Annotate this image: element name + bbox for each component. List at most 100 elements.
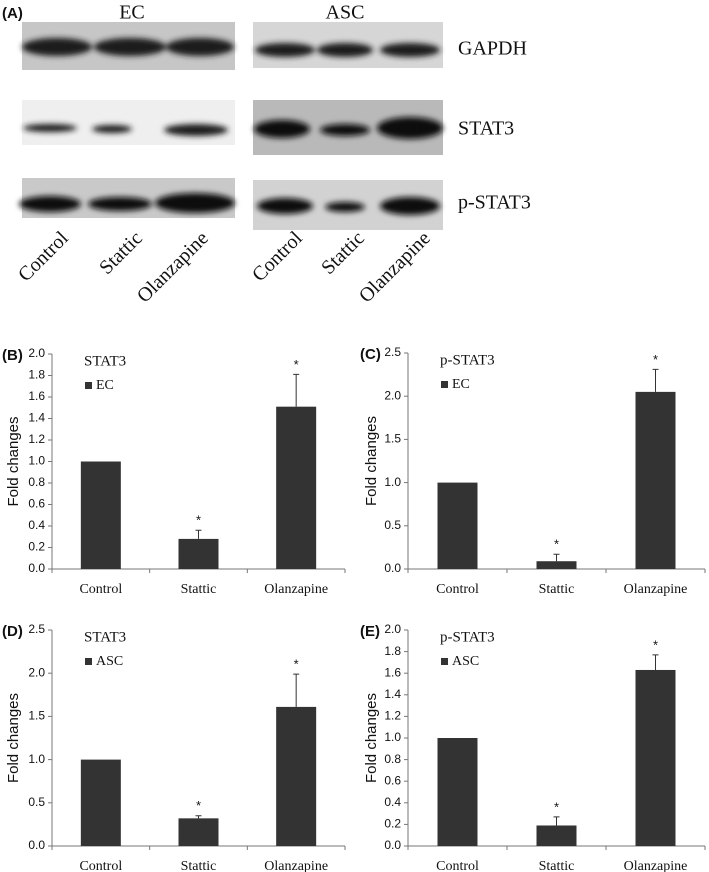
legend-label: ASC: [452, 654, 479, 669]
significance-label: *: [554, 537, 559, 552]
blot-asc: [253, 22, 443, 230]
band: [325, 202, 365, 212]
y-axis-label: Fold changes: [5, 416, 22, 506]
significance-label: *: [294, 357, 299, 372]
y-tick-label: 1.2: [384, 709, 401, 723]
error-bar: [553, 553, 560, 562]
y-tick-label: 1.0: [384, 475, 401, 489]
lane-label: Olanzapine: [355, 227, 435, 307]
band: [257, 198, 313, 214]
y-tick-label: 1.4: [384, 687, 401, 701]
y-tick-label: 0.4: [384, 795, 401, 809]
significance-label: *: [554, 799, 559, 814]
bar: [536, 825, 577, 846]
bar: [536, 561, 577, 569]
protein-label: GAPDH: [458, 38, 527, 60]
y-tick-label: 0.2: [28, 540, 45, 554]
band: [166, 38, 234, 56]
y-tick-label: 0.5: [28, 795, 45, 809]
band: [380, 197, 440, 215]
error-bar: [195, 529, 202, 539]
group-label: EC: [119, 2, 145, 24]
y-tick-label: 2.0: [384, 388, 401, 402]
protein-label: STAT3: [458, 118, 514, 140]
blot-strip: [22, 100, 235, 145]
panel-label: (A): [2, 5, 23, 22]
y-tick-label: 0.0: [28, 838, 45, 852]
error-bar: [553, 816, 560, 826]
y-tick-label: 1.8: [28, 368, 45, 382]
band: [254, 120, 310, 138]
lane-label: Stattic: [317, 227, 369, 279]
band: [377, 117, 443, 139]
y-tick-label: 0.5: [384, 518, 401, 532]
legend-label: EC: [452, 377, 470, 392]
lane-label: Control: [14, 227, 73, 286]
significance-label: *: [653, 352, 658, 367]
bar: [276, 406, 317, 569]
band: [88, 197, 152, 211]
y-tick-label: 0.0: [384, 561, 401, 575]
band: [317, 43, 373, 57]
error-bar: [195, 815, 202, 819]
chart-title: p-STAT3: [440, 352, 495, 368]
significance-label: *: [196, 513, 201, 528]
bar: [276, 706, 317, 846]
y-tick-label: 2.0: [384, 622, 401, 636]
y-tick-label: 1.2: [28, 432, 45, 446]
y-tick-label: 1.6: [384, 665, 401, 679]
panel-label: (B): [2, 347, 23, 364]
y-tick-label: 1.5: [28, 709, 45, 723]
y-tick-label: 0.0: [28, 561, 45, 575]
y-tick-label: 2.5: [384, 345, 401, 359]
bar: [437, 738, 478, 846]
band: [19, 196, 81, 212]
y-tick-label: 0.4: [28, 518, 45, 532]
y-tick-label: 1.0: [28, 752, 45, 766]
y-axis-label: Fold changes: [363, 693, 380, 783]
x-tick-label: Olanzapine: [624, 859, 688, 872]
band: [155, 193, 235, 213]
y-tick-label: 0.6: [384, 773, 401, 787]
x-tick-label: Stattic: [539, 582, 575, 597]
band: [22, 38, 92, 56]
x-tick-label: Stattic: [539, 859, 575, 872]
x-tick-label: Control: [79, 859, 122, 872]
x-tick-label: Stattic: [181, 859, 217, 872]
significance-label: *: [196, 798, 201, 813]
y-tick-label: 1.4: [28, 411, 45, 425]
bar: [635, 669, 676, 846]
y-tick-label: 0.6: [28, 497, 45, 511]
bar: [178, 538, 219, 569]
y-tick-label: 0.8: [384, 752, 401, 766]
bar: [80, 759, 121, 846]
legend-swatch: [441, 381, 448, 388]
lane-label: Olanzapine: [133, 227, 213, 307]
bar: [80, 461, 121, 569]
band: [23, 124, 77, 132]
y-tick-label: 1.5: [384, 432, 401, 446]
lane-label: Stattic: [95, 227, 147, 279]
protein-label: p-STAT3: [458, 192, 531, 214]
error-bar: [293, 673, 300, 707]
x-tick-label: Stattic: [181, 582, 217, 597]
y-tick-label: 0.0: [384, 838, 401, 852]
error-bar: [652, 654, 659, 670]
significance-label: *: [294, 657, 299, 672]
significance-label: *: [653, 637, 658, 652]
band: [380, 43, 440, 57]
error-bar: [652, 368, 659, 392]
y-tick-label: 2.0: [28, 346, 45, 360]
bar: [635, 391, 676, 569]
chart-title: p-STAT3: [440, 629, 495, 645]
band: [94, 38, 166, 56]
legend-swatch: [85, 658, 92, 665]
legend-swatch: [441, 658, 448, 665]
y-tick-label: 2.5: [28, 622, 45, 636]
x-tick-label: Control: [436, 582, 479, 597]
y-tick-label: 2.0: [28, 665, 45, 679]
y-tick-label: 1.6: [28, 389, 45, 403]
y-axis-label: Fold changes: [5, 693, 22, 783]
chart-title: STAT3: [84, 353, 126, 369]
